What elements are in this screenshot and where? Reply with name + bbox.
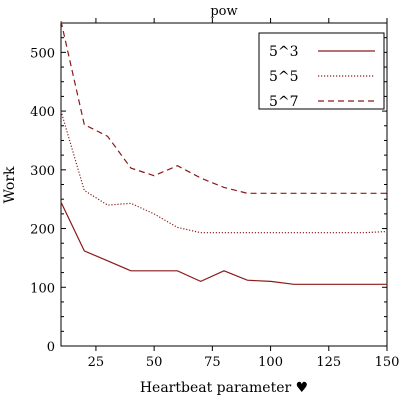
y-tick-label: 200 [30,223,55,238]
legend-label: 5^7 [269,94,299,110]
legend: 5^3 5^5 5^7 [258,32,385,110]
series-line-5^7 [60,21,387,194]
y-tick-label: 300 [30,164,55,179]
series-line-5^5 [60,110,388,234]
y-tick-label: 0 [47,340,55,355]
chart-title: pow [210,4,237,19]
series-line-5^3 [60,201,387,285]
series-layer [60,21,388,285]
legend-box [258,32,385,110]
x-tick-label: 50 [146,355,163,370]
y-tick-label: 400 [30,105,55,120]
legend-label: 5^5 [269,69,299,85]
y-axis-title: Work [2,166,18,204]
x-axis-title: Heartbeat parameter ♥ [140,380,308,396]
tick-group: 0 100 200 300 400 500 25 50 75 100 125 150 [30,18,399,370]
legend-label: 5^3 [269,44,299,60]
y-tick-label: 100 [30,281,55,296]
x-tick-label: 75 [204,355,221,370]
y-tick-label: 500 [30,46,55,61]
x-tick-label: 25 [88,355,105,370]
x-tick-label: 100 [258,355,283,370]
x-tick-label: 125 [316,355,341,370]
x-tick-label: 150 [375,355,400,370]
